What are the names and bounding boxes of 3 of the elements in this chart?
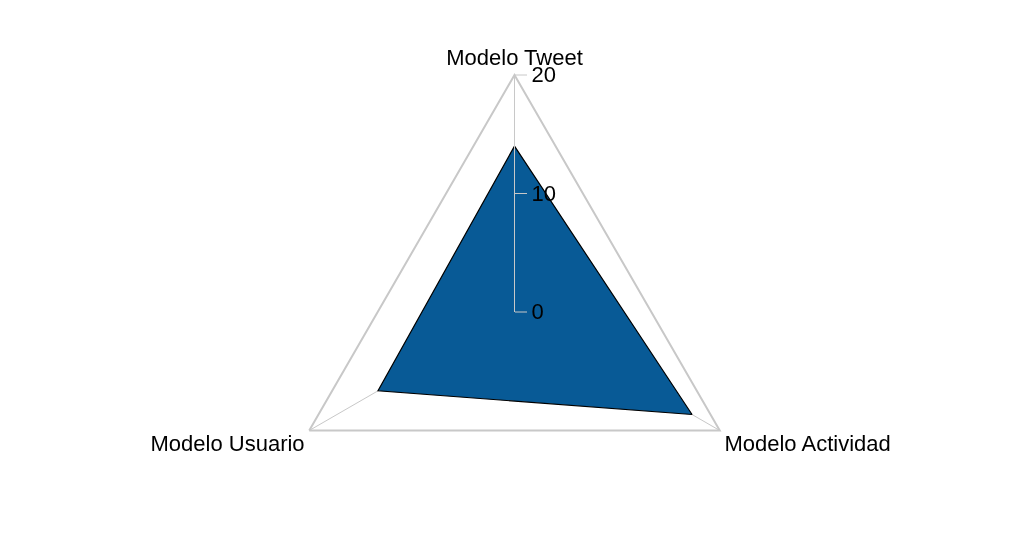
y-tick-label: 0 [531, 299, 544, 325]
spoke-label: Modelo Usuario [150, 430, 305, 456]
spoke-label: Modelo Actividad [724, 430, 891, 456]
